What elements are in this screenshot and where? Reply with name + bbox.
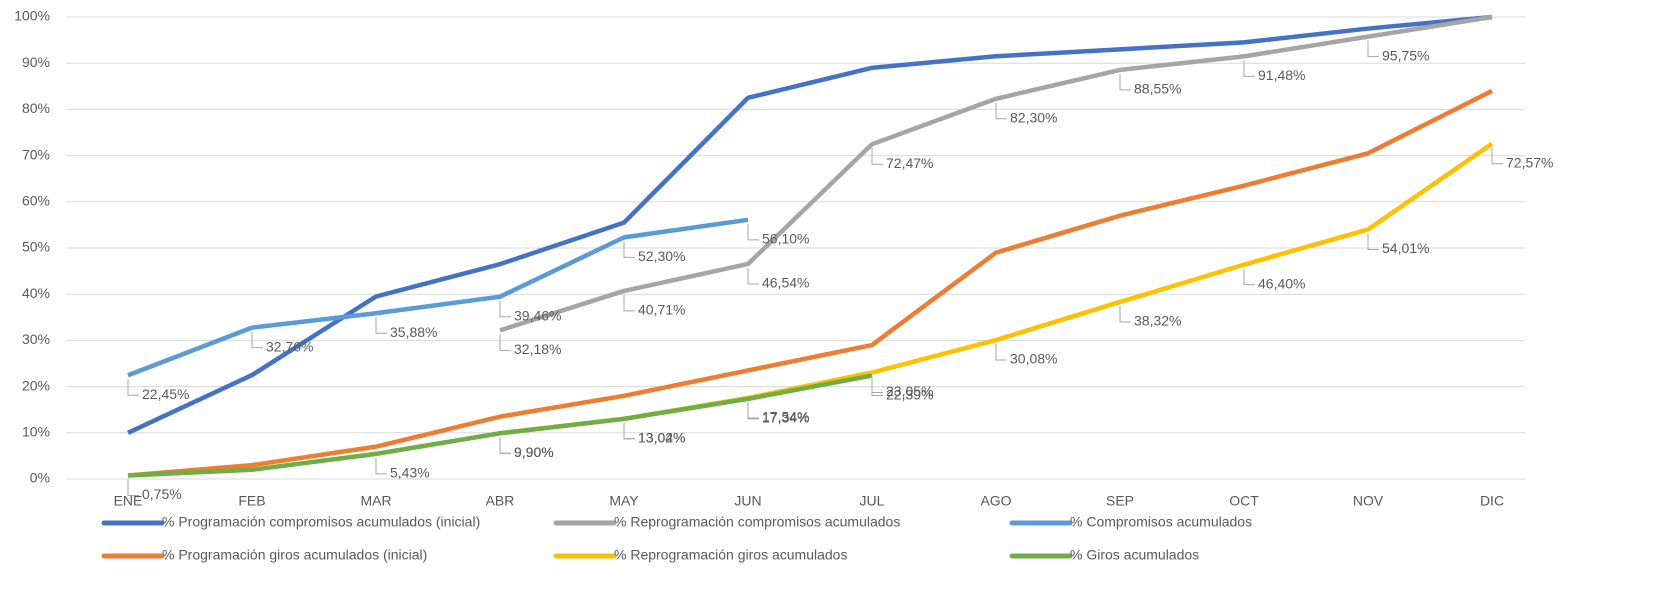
y-tick-label: 20% bbox=[22, 377, 50, 393]
x-tick-label: MAR bbox=[360, 493, 391, 509]
label-leader bbox=[623, 422, 635, 440]
label-leader bbox=[251, 331, 263, 349]
data-label: 95,75% bbox=[1382, 47, 1429, 63]
data-label: 46,40% bbox=[1258, 275, 1305, 291]
x-tick-label: AGO bbox=[980, 493, 1011, 509]
data-label: 13,04% bbox=[638, 429, 685, 445]
label-leader bbox=[1243, 268, 1255, 286]
data-label: 46,54% bbox=[762, 275, 809, 291]
x-tick-label: JUL bbox=[860, 493, 885, 509]
label-leader bbox=[1119, 73, 1131, 91]
x-tick-label: MAY bbox=[609, 493, 639, 509]
label-leader bbox=[871, 376, 883, 394]
data-label: 23,05% bbox=[886, 383, 933, 399]
x-tick-label: SEP bbox=[1106, 493, 1134, 509]
data-label: 32,18% bbox=[514, 341, 561, 357]
y-tick-label: 50% bbox=[22, 239, 50, 255]
label-leader bbox=[1243, 60, 1255, 77]
data-label: 39,46% bbox=[514, 307, 561, 323]
y-tick-label: 10% bbox=[22, 424, 50, 440]
x-tick-label: DIC bbox=[1480, 493, 1504, 509]
series-line bbox=[127, 373, 873, 478]
data-label: 40,71% bbox=[638, 302, 685, 318]
label-leader bbox=[375, 457, 387, 475]
y-tick-label: 30% bbox=[22, 331, 50, 347]
y-tick-label: 90% bbox=[22, 54, 50, 70]
legend-label: % Reprogramación giros acumulados bbox=[614, 547, 847, 563]
label-leader bbox=[499, 334, 511, 351]
y-tick-label: 100% bbox=[14, 8, 50, 24]
legend-label: % Reprogramación compromisos acumulados bbox=[614, 514, 900, 530]
data-label: 56,10% bbox=[762, 231, 809, 247]
label-leader bbox=[871, 379, 883, 397]
data-label: 88,55% bbox=[1134, 81, 1181, 97]
data-label: 52,30% bbox=[638, 248, 685, 264]
data-label: 9,90% bbox=[514, 444, 554, 460]
data-label: 5,43% bbox=[390, 465, 430, 481]
label-leader bbox=[747, 267, 759, 285]
y-tick-label: 40% bbox=[22, 285, 50, 301]
y-tick-label: 60% bbox=[22, 193, 50, 209]
y-tick-label: 70% bbox=[22, 146, 50, 162]
label-leader bbox=[623, 241, 635, 258]
x-tick-label: ENE bbox=[114, 493, 143, 509]
label-leader bbox=[499, 437, 511, 454]
data-label: 32,76% bbox=[266, 338, 313, 354]
label-leader bbox=[995, 344, 1007, 361]
label-leader bbox=[747, 402, 759, 420]
x-tick-label: OCT bbox=[1229, 493, 1259, 509]
label-leader bbox=[1367, 233, 1379, 250]
label-leader bbox=[995, 102, 1007, 120]
label-leader bbox=[871, 148, 883, 165]
label-leader bbox=[499, 437, 511, 454]
label-leader bbox=[747, 401, 759, 419]
data-label: 17,54% bbox=[762, 409, 809, 425]
y-tick-label: 80% bbox=[22, 100, 50, 116]
label-leader bbox=[747, 223, 759, 241]
data-label: 35,88% bbox=[390, 324, 437, 340]
label-leader bbox=[127, 379, 139, 396]
data-label: 82,30% bbox=[1010, 109, 1057, 125]
x-tick-label: NOV bbox=[1353, 493, 1384, 509]
legend-label: % Programación giros acumulados (inicial… bbox=[162, 547, 427, 563]
label-leader bbox=[1119, 305, 1131, 323]
data-label: 0,75% bbox=[142, 486, 182, 502]
legend-label: % Programación compromisos acumulados (i… bbox=[162, 514, 480, 530]
data-label: 91,48% bbox=[1258, 67, 1305, 83]
data-label: 38,32% bbox=[1134, 313, 1181, 329]
data-label: 30,08% bbox=[1010, 351, 1057, 367]
series-line bbox=[127, 88, 1494, 478]
data-label: 17,34% bbox=[762, 410, 809, 426]
data-label: 13,02% bbox=[638, 430, 685, 446]
label-leader bbox=[623, 422, 635, 440]
data-label: 22,45% bbox=[142, 386, 189, 402]
label-leader bbox=[1491, 147, 1503, 165]
label-leader bbox=[623, 294, 635, 312]
x-tick-label: ABR bbox=[486, 493, 515, 509]
y-tick-label: 0% bbox=[30, 470, 50, 486]
legend-label: % Compromisos acumulados bbox=[1070, 514, 1252, 530]
x-tick-label: JUN bbox=[734, 493, 761, 509]
data-label: 22,39% bbox=[886, 386, 933, 402]
label-leader bbox=[499, 300, 511, 318]
data-label: 72,57% bbox=[1506, 154, 1553, 170]
data-label: 9,90% bbox=[514, 444, 554, 460]
series-line bbox=[127, 217, 749, 378]
x-tick-label: FEB bbox=[238, 493, 265, 509]
legend-label: % Giros acumulados bbox=[1070, 547, 1199, 563]
series-line bbox=[127, 14, 1493, 435]
label-leader bbox=[127, 479, 139, 497]
data-label: 72,47% bbox=[886, 155, 933, 171]
data-label: 54,01% bbox=[1382, 240, 1429, 256]
series-line bbox=[499, 14, 1493, 333]
label-leader bbox=[375, 317, 387, 334]
label-leader bbox=[1367, 40, 1379, 58]
